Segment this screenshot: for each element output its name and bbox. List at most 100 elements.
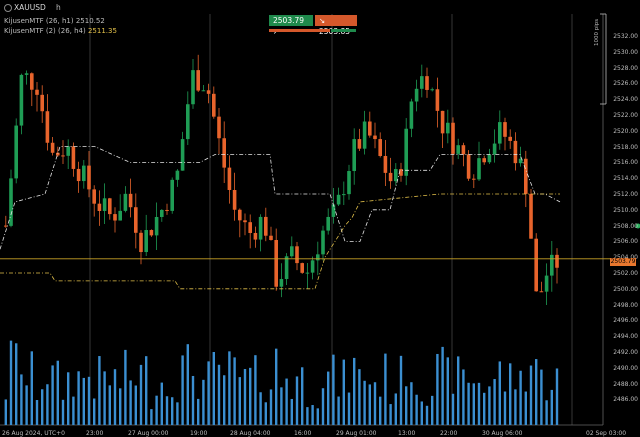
candle-body bbox=[420, 76, 424, 89]
price-tick-label: 2490.00 bbox=[613, 365, 638, 372]
candle-body bbox=[82, 166, 86, 181]
candle-body bbox=[529, 194, 533, 239]
symbol-name[interactable]: XAUUSD bbox=[14, 3, 46, 12]
volume-bar bbox=[545, 400, 547, 425]
candle-body bbox=[160, 210, 164, 217]
candle-body bbox=[25, 73, 29, 75]
volume-bar bbox=[176, 402, 178, 425]
price-tick-label: 2514.00 bbox=[613, 175, 638, 182]
volume-bar bbox=[67, 372, 69, 425]
sell-button[interactable]: ↘ 2503.85 bbox=[315, 15, 357, 26]
volume-bar bbox=[83, 378, 85, 425]
candle-body bbox=[545, 276, 549, 292]
candle-body bbox=[436, 89, 440, 111]
volume-bar bbox=[519, 371, 521, 425]
volume-bar bbox=[452, 394, 454, 425]
volume-bar bbox=[57, 361, 59, 425]
volume-bar bbox=[473, 383, 475, 425]
candle-body bbox=[300, 263, 304, 273]
volume-bar bbox=[280, 387, 282, 425]
candle-body bbox=[274, 240, 278, 287]
candle-body bbox=[290, 246, 294, 256]
candle-body bbox=[77, 169, 81, 181]
candle-body bbox=[477, 158, 481, 179]
timeframe-selector[interactable]: h bbox=[56, 3, 61, 12]
candle-body bbox=[534, 239, 538, 292]
candle-body bbox=[456, 145, 460, 154]
volume-bar bbox=[525, 392, 527, 425]
candle-body bbox=[118, 211, 122, 221]
buy-button[interactable]: 2503.79 ↗ bbox=[269, 15, 313, 26]
candle-body bbox=[493, 144, 497, 155]
candle-body bbox=[378, 139, 382, 156]
volume-bar bbox=[457, 356, 459, 425]
volume-bar bbox=[405, 386, 407, 425]
volume-bar bbox=[51, 365, 53, 425]
candle-body bbox=[113, 214, 117, 220]
volume-bar bbox=[275, 349, 277, 425]
volume-bar bbox=[62, 400, 64, 425]
volume-bar bbox=[462, 369, 464, 425]
volume-bar bbox=[322, 388, 324, 425]
volume-bar bbox=[337, 397, 339, 425]
volume-bar bbox=[551, 390, 553, 425]
candle-body bbox=[337, 195, 341, 205]
volume-bar bbox=[119, 388, 121, 425]
volume-bar bbox=[155, 396, 157, 425]
volume-bar bbox=[556, 368, 558, 425]
candle-body bbox=[472, 179, 476, 180]
symbol-icon[interactable] bbox=[4, 4, 12, 12]
candle-body bbox=[488, 155, 492, 163]
volume-bar bbox=[374, 382, 376, 425]
price-tick-label: 2528.00 bbox=[613, 65, 638, 72]
candle-body bbox=[9, 178, 13, 225]
volume-bar bbox=[389, 404, 391, 425]
candle-body bbox=[238, 210, 242, 221]
volume-bar bbox=[239, 377, 241, 425]
price-tick-label: 2486.00 bbox=[613, 396, 638, 403]
candle-body bbox=[503, 122, 507, 137]
candle-body bbox=[124, 194, 128, 211]
candle-body bbox=[430, 89, 434, 90]
volume-bar bbox=[109, 385, 111, 425]
volume-bar bbox=[493, 379, 495, 425]
candle-body bbox=[508, 137, 512, 141]
price-tick-label: 2488.00 bbox=[613, 381, 638, 388]
candle-body bbox=[451, 123, 455, 154]
volume-bar bbox=[223, 375, 225, 425]
candle-body bbox=[550, 255, 554, 276]
volume-bar bbox=[150, 409, 152, 425]
volume-bar bbox=[213, 352, 215, 425]
candle-body bbox=[191, 70, 195, 104]
candle-body bbox=[87, 166, 91, 190]
volume-bar bbox=[447, 357, 449, 425]
volume-bar bbox=[218, 365, 220, 425]
volume-bar bbox=[244, 369, 246, 425]
current-price-tag: 2503.79 bbox=[610, 258, 636, 266]
volume-bar bbox=[161, 383, 163, 425]
volume-bar bbox=[197, 399, 199, 425]
volume-bar bbox=[202, 380, 204, 425]
candle-body bbox=[108, 198, 112, 214]
volume-bar bbox=[306, 407, 308, 425]
candle-body bbox=[14, 126, 18, 179]
candle-body bbox=[446, 123, 450, 134]
volume-bar bbox=[441, 347, 443, 425]
candle-body bbox=[514, 141, 518, 163]
candle-body bbox=[394, 169, 398, 181]
candle-body bbox=[35, 90, 39, 95]
price-tick-label: 2510.00 bbox=[613, 207, 638, 214]
indicator-2: KijusenMTF (2) (26, h4) 2511.35 bbox=[4, 27, 117, 35]
candle-body bbox=[217, 117, 221, 139]
volume-bar bbox=[467, 383, 469, 425]
volume-bar bbox=[301, 367, 303, 425]
price-tick-label: 2532.00 bbox=[613, 33, 638, 40]
candle-body bbox=[129, 194, 133, 207]
volume-bar bbox=[270, 389, 272, 425]
candle-body bbox=[404, 129, 408, 176]
volume-bar bbox=[504, 391, 506, 425]
volume-bar bbox=[20, 374, 22, 425]
volume-bar bbox=[98, 356, 100, 425]
candle-body bbox=[285, 256, 289, 279]
